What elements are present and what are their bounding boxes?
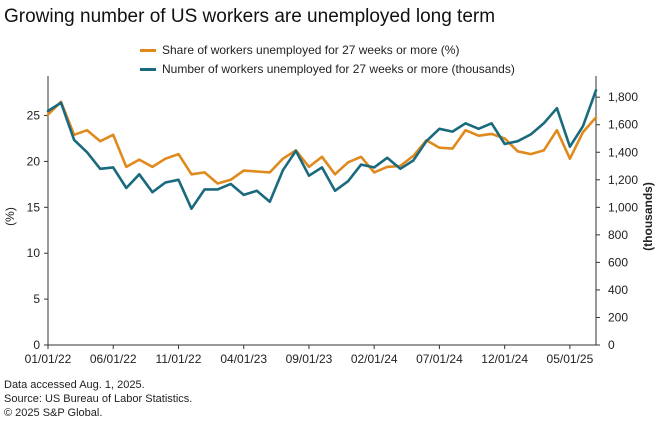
y-tick-label-right: 1,200 (608, 173, 638, 187)
x-tick-label: 11/01/22 (156, 352, 202, 366)
legend-label-share: Share of workers unemployed for 27 weeks… (162, 43, 460, 57)
y-tick-label-left: 15 (27, 200, 41, 214)
y-tick-label-right: 1,400 (608, 145, 638, 159)
y-tick-label-right: 1,000 (608, 200, 638, 214)
y-tick-label-left: 10 (27, 246, 41, 260)
y-tick-label-right: 200 (608, 310, 628, 324)
y-tick-label-right: 400 (608, 283, 628, 297)
x-tick-label: 09/01/23 (286, 352, 333, 366)
x-tick-label: 05/01/25 (547, 352, 594, 366)
y-tick-label-left: 25 (27, 109, 41, 123)
series-line-share (46, 100, 598, 185)
x-tick-label: 04/01/23 (220, 352, 267, 366)
note-accessed: Data accessed Aug. 1, 2025. (4, 379, 145, 391)
x-tick-label: 01/01/22 (25, 352, 72, 366)
y-axis-label-right: (thousands) (641, 182, 655, 251)
y-tick-label-right: 1,600 (608, 118, 638, 132)
x-tick-label: 06/01/22 (90, 352, 137, 366)
note-copyright: © 2025 S&P Global. (4, 407, 103, 419)
y-tick-label-right: 1,800 (608, 90, 638, 104)
y-tick-label-left: 5 (33, 292, 40, 306)
y-tick-label-right: 600 (608, 255, 628, 269)
y-tick-label-right: 800 (608, 228, 628, 242)
legend-swatch-share (140, 49, 156, 52)
chart-title: Growing number of US workers are unemplo… (4, 6, 496, 27)
legend-swatch-number (140, 68, 156, 71)
x-tick-label: 07/01/24 (416, 352, 463, 366)
legend-label-number: Number of workers unemployed for 27 week… (162, 62, 515, 76)
y-tick-label-left: 0 (33, 338, 40, 352)
note-source: Source: US Bureau of Labor Statistics. (4, 393, 193, 405)
series-line-number (46, 89, 598, 210)
y-axis-label-left: (%) (3, 207, 17, 226)
y-tick-label-left: 20 (27, 154, 41, 168)
x-tick-label: 02/01/24 (351, 352, 398, 366)
footnotes: Data accessed Aug. 1, 2025. Source: US B… (4, 378, 192, 420)
y-tick-label-right: 0 (608, 338, 615, 352)
x-tick-label: 12/01/24 (481, 352, 528, 366)
